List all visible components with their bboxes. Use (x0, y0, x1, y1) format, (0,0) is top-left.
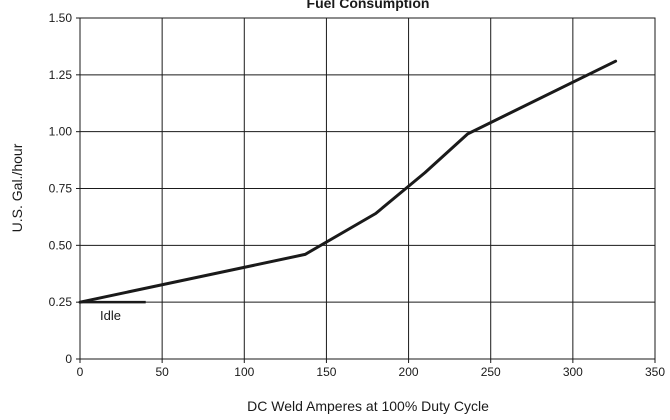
y-tick-label: 1.50 (49, 11, 73, 25)
x-tick-label: 100 (234, 365, 254, 379)
series-group (78, 59, 618, 304)
grid-lines (80, 18, 655, 359)
x-tick-label: 350 (645, 365, 665, 379)
y-axis-ticks: 0 0.25 0.50 0.75 1.00 1.25 1.50 (49, 11, 80, 366)
x-tick-label: 200 (399, 365, 419, 379)
x-tick-label: 300 (563, 365, 583, 379)
y-tick-label: 1.00 (49, 125, 73, 139)
x-axis-ticks: 0 50 100 150 200 250 300 350 (77, 359, 665, 379)
chart-title: Fuel Consumption (307, 0, 430, 11)
idle-label: Idle (100, 308, 121, 323)
x-axis-title: DC Weld Amperes at 100% Duty Cycle (247, 398, 489, 414)
x-tick-label: 250 (481, 365, 501, 379)
x-tick-label: 150 (316, 365, 336, 379)
y-tick-label: 0.25 (49, 295, 73, 309)
y-axis-title: U.S. Gal./hour (9, 143, 25, 232)
annotations: Idle (80, 300, 146, 323)
y-tick-label: 0 (65, 352, 72, 366)
series-line (78, 59, 618, 304)
y-tick-label: 0.75 (49, 182, 73, 196)
x-tick-label: 0 (77, 365, 84, 379)
x-tick-label: 50 (155, 365, 169, 379)
y-tick-label: 1.25 (49, 68, 73, 82)
y-tick-label: 0.50 (49, 238, 73, 252)
